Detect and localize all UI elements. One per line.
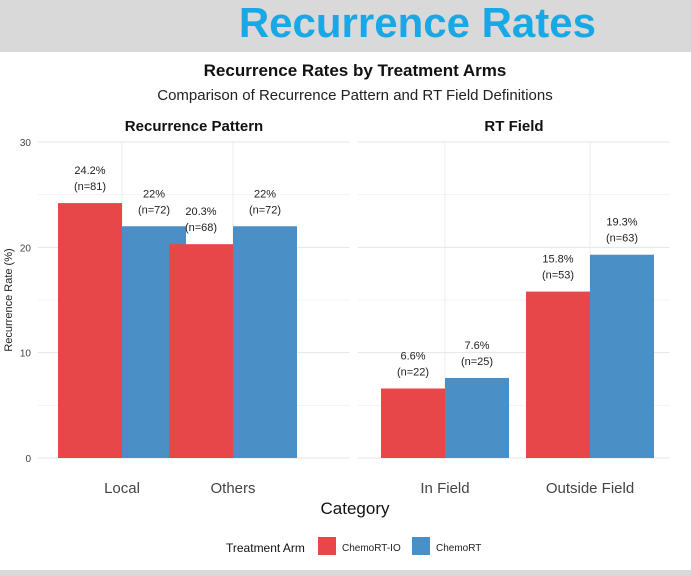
bar-chemort-io-local [58, 203, 122, 458]
x-tick-label: Others [210, 480, 255, 497]
legend-label: ChemoRT [436, 543, 481, 554]
chart-title: Recurrence Rates by Treatment Arms [204, 61, 507, 80]
x-tick-label: Local [104, 480, 140, 497]
bar-value-label: 22% [254, 188, 276, 200]
legend-swatch-chemort-io [318, 537, 336, 555]
bar-count-label: (n=72) [249, 204, 281, 216]
bar-chemort-io-outside-field [526, 291, 590, 458]
bar-value-label: 19.3% [606, 217, 637, 229]
facet-title: Recurrence Pattern [125, 118, 263, 135]
bar-value-label: 6.6% [400, 350, 425, 362]
x-tick-label: Outside Field [546, 480, 634, 497]
bar-count-label: (n=81) [74, 181, 106, 193]
bar-chemort-outside-field [590, 254, 654, 458]
legend-label: ChemoRT-IO [342, 543, 401, 554]
bar-value-label: 15.8% [542, 254, 573, 266]
x-tick-label: In Field [420, 480, 469, 497]
chart-subtitle: Comparison of Recurrence Pattern and RT … [157, 87, 552, 104]
bar-value-label: 20.3% [185, 206, 216, 218]
bar-count-label: (n=72) [138, 204, 170, 216]
bar-chemort-others [233, 226, 297, 458]
chart-panel: Recurrence Rates by Treatment Arms Compar… [0, 52, 691, 570]
y-axis-label: Recurrence Rate (%) [3, 248, 15, 351]
bottom-strip [0, 570, 691, 576]
bar-count-label: (n=63) [606, 233, 638, 245]
chart-svg: Recurrence Rates by Treatment Arms Compar… [3, 61, 670, 555]
x-axis-label: Category [321, 499, 390, 518]
bar-count-label: (n=22) [397, 366, 429, 378]
bar-chemort-io-in-field [381, 388, 445, 458]
slide-title: Recurrence Rates [238, 0, 596, 46]
bar-count-label: (n=25) [461, 356, 493, 368]
bar-value-label: 24.2% [74, 165, 105, 177]
bar-value-label: 7.6% [464, 340, 489, 352]
legend-swatch-chemort [412, 537, 430, 555]
y-tick-label: 30 [20, 138, 32, 149]
y-tick-label: 0 [25, 454, 31, 465]
legend-title: Treatment Arm [226, 541, 305, 555]
bar-chemort-io-others [169, 244, 233, 458]
bar-count-label: (n=68) [185, 222, 217, 234]
facet-title: RT Field [484, 118, 543, 135]
bar-value-label: 22% [143, 188, 165, 200]
y-tick-label: 20 [20, 243, 32, 254]
y-tick-label: 10 [20, 349, 32, 360]
bar-count-label: (n=53) [542, 270, 574, 282]
bar-chemort-in-field [445, 377, 509, 458]
